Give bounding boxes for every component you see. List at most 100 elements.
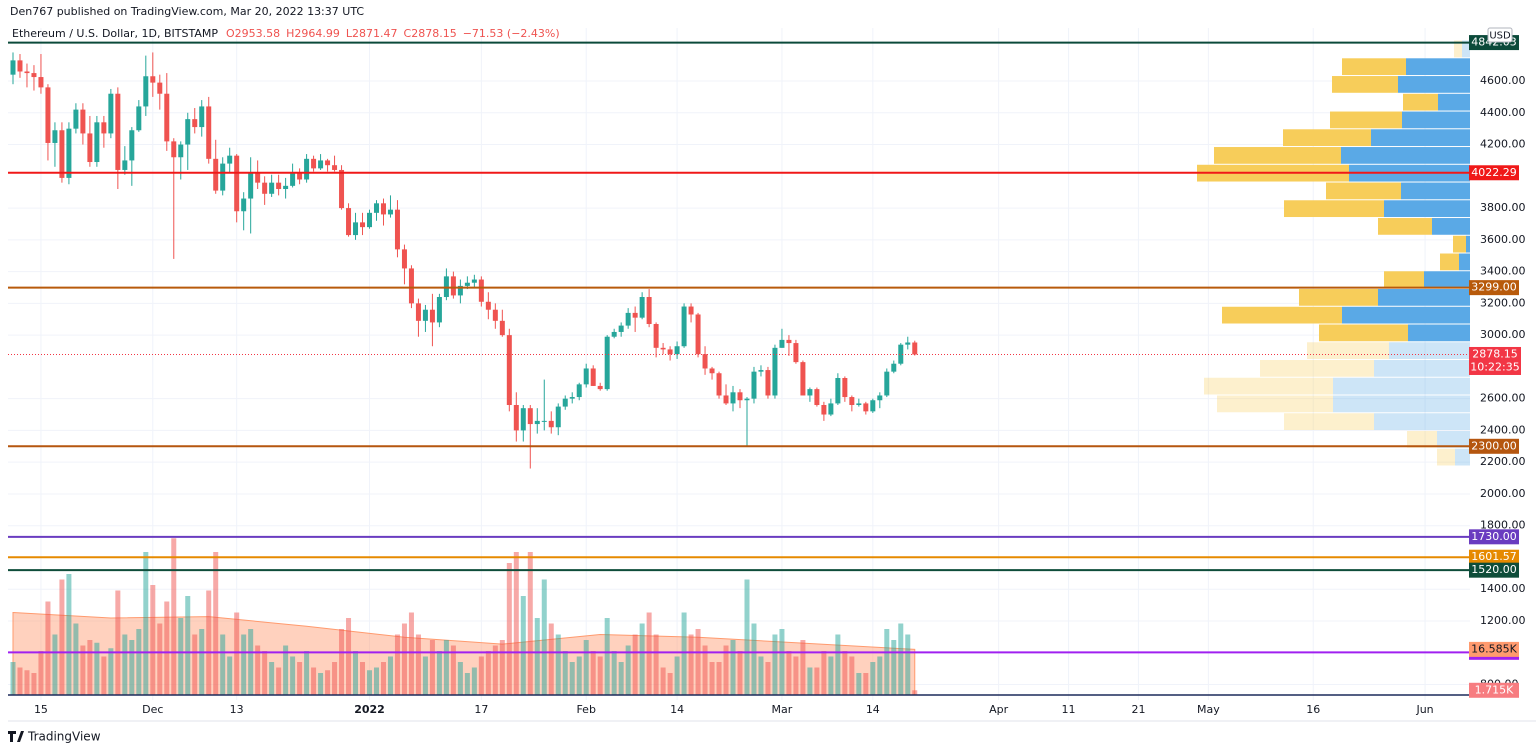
candle-body (122, 160, 128, 170)
volume-bar (150, 585, 156, 695)
candle-body (597, 385, 603, 390)
profile-down (1330, 111, 1402, 129)
volume-bar (870, 662, 876, 695)
candle-body (108, 93, 114, 134)
candle-body (311, 158, 317, 169)
x-tick-label: 14 (866, 703, 880, 716)
candle-body (695, 314, 701, 355)
volume-last-label: 1.715K (1475, 683, 1514, 696)
candle-body (38, 77, 44, 88)
profile-down (1378, 218, 1432, 235)
candle-body (380, 203, 386, 215)
candle-body (464, 282, 470, 286)
volume-bar (24, 670, 30, 695)
volume-last-box (1469, 682, 1519, 698)
candle-body (499, 320, 505, 336)
volume-bar (905, 634, 911, 695)
volume-bar (758, 656, 764, 695)
volume-bar (367, 670, 373, 695)
candle-body (506, 335, 512, 406)
profile-down (1222, 306, 1342, 324)
volume-pane (10, 538, 918, 696)
candle-body (814, 389, 820, 406)
volume-bar (576, 656, 582, 695)
volume-bar (856, 673, 862, 695)
candle-body (276, 182, 282, 190)
volume-bar (262, 651, 268, 695)
y-tick-label: 1800.00 (1480, 519, 1526, 532)
candle-body (164, 93, 170, 142)
candle-body (569, 397, 575, 399)
candle-body (576, 384, 582, 398)
profile-down (1214, 147, 1341, 164)
y-tick-label: 2200.00 (1480, 455, 1526, 468)
y-tick-label: 3000.00 (1480, 328, 1526, 341)
volume-bar (737, 651, 743, 695)
candle-body (751, 371, 757, 399)
volume-bar (632, 634, 638, 695)
publisher: Den767 published on TradingView.com, Mar… (10, 5, 364, 18)
profile-down (1407, 430, 1437, 448)
volume-bar (227, 656, 233, 695)
x-tick-label: 21 (1131, 703, 1145, 716)
volume-bar (66, 574, 72, 695)
candle-body (800, 362, 806, 396)
profile-down (1326, 182, 1401, 200)
volume-bar (178, 618, 184, 695)
candle-body (185, 119, 191, 145)
x-tick-label: May (1197, 703, 1220, 716)
profile-down (1342, 58, 1406, 76)
profile-down (1440, 253, 1459, 271)
ohlc-value: −71.53 (−2.43%) (463, 27, 560, 40)
volume-bar (325, 670, 331, 695)
candle-body (821, 405, 827, 415)
volume-bar (898, 623, 904, 695)
candle-body (898, 344, 904, 364)
candle-body (422, 309, 428, 321)
ohlc-value: O2953.58 (226, 27, 280, 40)
candle-body (94, 122, 100, 163)
candle-body (220, 163, 226, 191)
profile-up (1459, 253, 1470, 271)
volume-bar (101, 656, 107, 695)
candle-body (632, 312, 638, 318)
y-tick-label: 4200.00 (1480, 138, 1526, 151)
axes: 4600.00 4400.00 4200.00 3800.00 3600.00 3400.… (34, 74, 1526, 716)
candle-body (234, 155, 240, 212)
profile-down (1454, 40, 1462, 58)
candle-body (590, 368, 596, 386)
candle-body (702, 354, 708, 369)
volume-bar (164, 601, 170, 695)
level-label: 1520.00 (1471, 563, 1517, 576)
volume-bar (765, 662, 771, 695)
currency: USD (1489, 31, 1511, 42)
volume-bar (723, 645, 729, 695)
volume-bar (569, 662, 575, 695)
volume-bar (471, 667, 477, 695)
y-tick-label: 2600.00 (1480, 392, 1526, 405)
volume-bar (716, 662, 722, 695)
volume-bar (143, 552, 149, 695)
candle-body (618, 325, 624, 332)
volume-bar (611, 651, 617, 695)
candle-body (227, 155, 233, 164)
candle-body (884, 371, 890, 396)
candle-body (45, 87, 51, 143)
volume-bar (269, 662, 275, 695)
candle-body (87, 133, 93, 163)
currency-box (1487, 27, 1513, 43)
candle-body (583, 368, 589, 385)
profile-up (1342, 306, 1470, 324)
candle-body (269, 182, 275, 194)
volume-bar (283, 645, 289, 695)
volume-bar (192, 634, 198, 695)
volume-bar (835, 634, 841, 695)
profile-up (1374, 360, 1470, 377)
volume-bar (772, 634, 778, 695)
candle-body (101, 122, 107, 134)
profile-down (1284, 413, 1374, 430)
volume-bar (506, 563, 512, 695)
candle-body (192, 119, 198, 128)
